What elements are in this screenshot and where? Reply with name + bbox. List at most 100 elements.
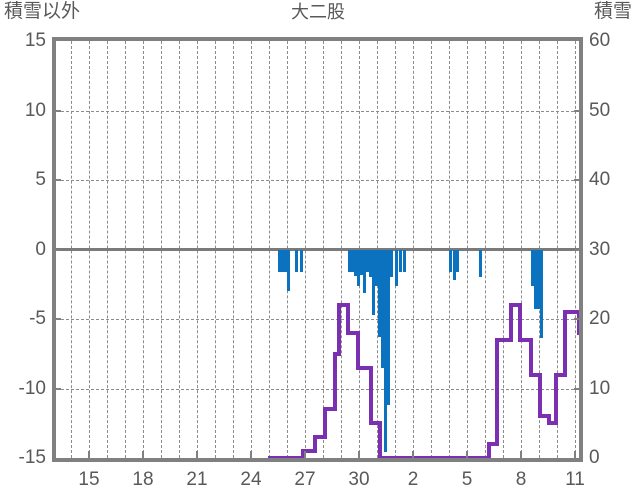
precipitation-bar <box>448 249 452 272</box>
precipitation-bar <box>455 249 459 272</box>
x-axis-tick-label: 27 <box>294 469 316 490</box>
left-axis-tick <box>52 318 61 320</box>
x-axis-tick-label: 18 <box>132 469 154 490</box>
gridline-horizontal <box>56 388 579 390</box>
precipitation-bar <box>452 249 456 281</box>
snow-depth-segment <box>520 337 528 342</box>
gridline-horizontal <box>56 110 579 112</box>
snow-depth-segment <box>325 407 332 412</box>
precipitation-bar <box>402 249 406 272</box>
precipitation-bar <box>286 249 290 292</box>
left-axis-tick-label: 5 <box>35 169 46 190</box>
snow-depth-segment <box>268 456 300 458</box>
snow-depth-segment <box>547 414 551 426</box>
left-axis-tick <box>52 387 61 390</box>
precipitation-bar <box>398 249 402 272</box>
snow-depth-segment <box>315 435 322 440</box>
x-axis-tick <box>250 451 252 462</box>
precipitation-bar <box>283 249 287 272</box>
x-axis-tick <box>358 451 360 462</box>
right-axis-unit-label: 積雪 <box>593 1 632 22</box>
precipitation-bar <box>389 249 393 278</box>
snow-depth-segment <box>556 372 562 377</box>
precipitation-bar <box>356 249 360 286</box>
left-axis-tick-label: 0 <box>35 238 46 260</box>
snow-depth-segment <box>339 303 345 308</box>
right-axis-tick-label: 60 <box>589 30 611 51</box>
precipitation-bar <box>362 249 366 293</box>
x-axis-tick <box>466 451 468 462</box>
right-axis-tick-label: 0 <box>589 447 600 468</box>
snow-depth-segment <box>301 449 305 458</box>
snow-depth-segment <box>333 351 337 412</box>
right-axis-tick <box>574 179 583 181</box>
precipitation-bar <box>299 249 303 272</box>
x-axis-tick <box>142 451 144 462</box>
left-axis-tick-label: -15 <box>18 447 46 468</box>
x-axis-tick <box>196 451 198 462</box>
snow-depth-segment <box>323 407 327 440</box>
precipitation-bar <box>530 249 534 286</box>
snow-depth-segment <box>380 456 486 458</box>
x-axis-tick <box>304 451 306 462</box>
x-axis-tick-label: 30 <box>348 469 370 490</box>
gridline-zero <box>56 248 579 251</box>
plot-area <box>52 37 583 462</box>
precipitation-bar <box>478 249 482 278</box>
right-axis-tick <box>574 109 583 112</box>
left-axis-tick-label: 10 <box>24 99 46 121</box>
snow-depth-segment <box>358 365 368 370</box>
right-axis-tick <box>574 248 583 251</box>
x-axis-tick-label: 21 <box>186 469 208 490</box>
left-axis-unit-label: 積雪以外 <box>4 1 81 22</box>
x-axis-tick <box>520 451 522 462</box>
snow-depth-segment <box>518 303 522 342</box>
precipitation-bar <box>350 249 354 272</box>
snow-depth-segment <box>313 435 317 454</box>
left-axis-tick-label: 15 <box>24 30 46 51</box>
snow-depth-segment <box>348 330 355 335</box>
precipitation-bar <box>371 249 375 315</box>
snow-depth-segment <box>371 421 377 426</box>
snow-depth-segment <box>577 310 579 335</box>
snow-depth-segment <box>487 442 491 458</box>
precipitation-bar <box>359 249 363 275</box>
right-axis-tick-label: 30 <box>589 238 611 260</box>
precipitation-bar <box>365 249 369 272</box>
chart-title: 大二股 <box>291 2 345 22</box>
x-axis-tick-label: 8 <box>515 469 527 490</box>
left-axis-tick-label: -10 <box>18 377 46 399</box>
precipitation-bar <box>536 249 540 310</box>
precipitation-bar <box>347 249 351 272</box>
left-axis-tick <box>52 248 61 251</box>
x-axis-tick-label: 11 <box>565 469 585 490</box>
precipitation-bar <box>377 249 381 338</box>
x-axis-tick-label: 2 <box>407 469 419 490</box>
snow-depth-segment <box>540 414 546 419</box>
snow-depth-segment <box>563 310 567 377</box>
snow-depth-segment <box>378 421 382 458</box>
plot-inner <box>56 41 579 458</box>
right-axis-tick-label: 20 <box>589 308 611 329</box>
snow-depth-segment <box>489 442 494 447</box>
precipitation-bar <box>294 249 298 272</box>
snow-depth-segment <box>337 303 341 356</box>
x-axis-tick <box>412 451 414 462</box>
gridline-horizontal <box>56 319 579 320</box>
right-axis-tick-label: 10 <box>589 377 611 399</box>
snow-depth-segment <box>497 337 508 342</box>
x-axis-tick <box>574 451 576 462</box>
snow-depth-segment <box>554 372 558 426</box>
right-axis-tick-label: 40 <box>589 169 611 190</box>
snow-depth-segment <box>495 337 499 447</box>
snow-depth-segment <box>565 310 576 315</box>
snow-depth-segment <box>538 372 542 419</box>
precipitation-bar <box>280 249 284 272</box>
right-axis-tick-label: 50 <box>589 99 611 121</box>
precipitation-bar <box>383 249 387 453</box>
x-axis-tick <box>88 451 90 462</box>
snow-depth-segment <box>303 449 312 454</box>
precipitation-bar <box>380 249 384 368</box>
precipitation-bar <box>539 249 543 339</box>
